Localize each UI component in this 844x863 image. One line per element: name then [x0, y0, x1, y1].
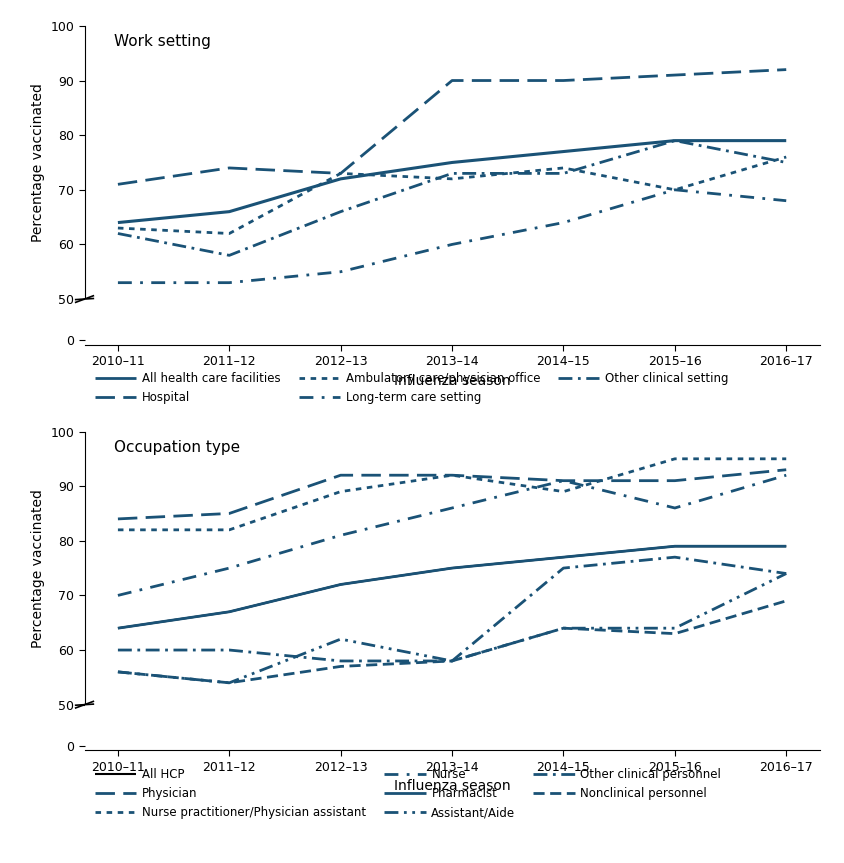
Text: Work setting: Work setting [114, 34, 210, 49]
X-axis label: Influenza season: Influenza season [393, 374, 510, 387]
Legend: All health care facilities, Hospital, Ambulatory care/physician office, Long-ter: All health care facilities, Hospital, Am… [90, 368, 733, 409]
X-axis label: Influenza season: Influenza season [393, 779, 510, 793]
Text: Occupation type: Occupation type [114, 439, 240, 455]
Legend: All HCP, Physician, Nurse practitioner/Physician assistant, Nurse, Pharmacist, A: All HCP, Physician, Nurse practitioner/P… [90, 764, 725, 824]
Y-axis label: Percentage vaccinated: Percentage vaccinated [30, 83, 45, 242]
Y-axis label: Percentage vaccinated: Percentage vaccinated [30, 488, 45, 647]
